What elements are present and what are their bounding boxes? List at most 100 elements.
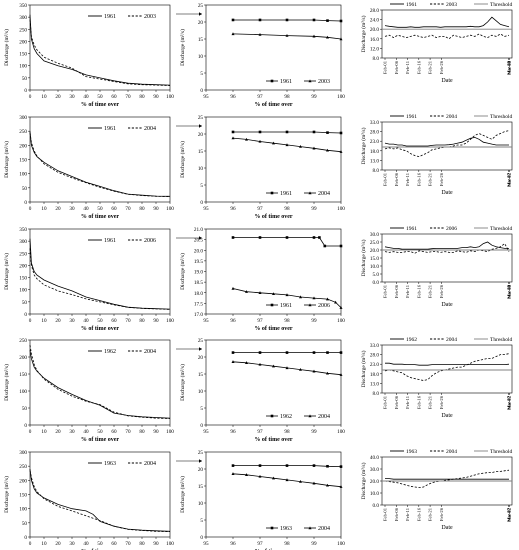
- data-point-triangle: [299, 144, 302, 148]
- y-tick-label: 200: [19, 39, 27, 45]
- legend-marker: [308, 191, 312, 195]
- data-point-square: [339, 131, 343, 135]
- date-tick-label: Mar-07: [507, 507, 512, 521]
- series-line-1963: [29, 468, 171, 532]
- y-axis-label: Discharge (m³/s): [3, 29, 10, 66]
- data-point-square: [285, 351, 289, 354]
- x-tick-label: 50: [97, 94, 103, 100]
- date-tick-label: Mar-17: [507, 172, 512, 186]
- y-tick-label: 10: [198, 389, 204, 395]
- x-axis-label: Date: [441, 525, 453, 531]
- y-tick-label: 250: [19, 338, 27, 344]
- y-tick-label: 250: [19, 129, 27, 135]
- data-point-triangle: [258, 139, 262, 143]
- x-tick-label: 96: [230, 318, 236, 324]
- legend-label: Threshold: [490, 2, 513, 8]
- plot-frame: [205, 339, 342, 426]
- y-tick-label: 25.0: [370, 240, 379, 246]
- y-tick-label: 20: [198, 355, 204, 361]
- x-axis-label: % of time over: [81, 102, 119, 108]
- data-point-square: [258, 130, 262, 134]
- legend-label: 2003: [446, 2, 457, 8]
- y-tick-label: 15.0: [370, 256, 379, 262]
- y-tick-label: 0: [24, 423, 27, 429]
- data-point-square: [285, 236, 289, 239]
- x-tick-label: 95: [203, 541, 209, 547]
- zoom-arrow-head: [199, 124, 202, 128]
- data-point-triangle: [258, 474, 262, 478]
- y-tick-label: 5: [200, 183, 203, 189]
- y-tick-label: 20: [198, 20, 204, 26]
- y-tick-label: 12.0: [370, 46, 379, 52]
- x-tick-label: 50: [97, 541, 103, 547]
- chart-panel-r1-c1: 0 50 100 150 200 250 300 350 Discharge (m³/s) 0 10…: [3, 3, 174, 108]
- y-tick-label: 20: [198, 467, 204, 473]
- y-tick-label: 10.0: [370, 264, 379, 270]
- data-point-triangle: [339, 485, 343, 488]
- data-point-triangle: [339, 373, 343, 376]
- series-line-1961: [384, 16, 510, 28]
- y-tick-label: 0.0: [373, 280, 380, 286]
- data-point-square: [312, 130, 316, 134]
- x-tick-label: 100: [166, 94, 174, 100]
- y-tick-label: 300: [19, 15, 27, 21]
- series-line-2006: [29, 248, 171, 310]
- data-point-square: [339, 244, 343, 248]
- data-point-square: [312, 351, 316, 354]
- y-axis-label: Discharge (m³/s): [360, 127, 367, 164]
- y-tick-label: 5.0: [373, 272, 380, 278]
- x-tick-label: 50: [97, 429, 103, 435]
- x-tick-label: 70: [125, 318, 131, 324]
- x-tick-label: 20: [55, 541, 61, 547]
- x-tick-label: 60: [111, 429, 117, 435]
- date-tick-label: Feb-11: [405, 284, 410, 298]
- chart-panel-r3-c1: 0 50 100 150 200 250 300 350 Discharge (m³/s) 0 10…: [3, 227, 174, 332]
- legend-label: 1961: [406, 226, 417, 232]
- date-tick-label: Feb-26: [439, 284, 444, 298]
- legend-marker: [270, 303, 274, 307]
- x-tick-label: 100: [337, 206, 345, 212]
- date-tick-label: Feb-06: [394, 284, 399, 298]
- legend-label: Threshold: [490, 114, 513, 120]
- x-axis-label: Date: [441, 413, 453, 419]
- date-tick-label: Feb-26: [439, 60, 444, 74]
- x-tick-label: 70: [125, 541, 131, 547]
- legend-label: 2003: [318, 79, 330, 85]
- y-tick-label: 10: [198, 166, 204, 172]
- y-tick-label: 50: [22, 76, 28, 82]
- x-axis-label: Date: [441, 78, 453, 84]
- y-tick-label: 250: [19, 27, 27, 33]
- y-tick-label: 15: [198, 149, 204, 155]
- chart-panel-r4-c1: 0 50 100 150 200 250 Discharge (m³/s) 0 10 20 30 40…: [3, 338, 174, 443]
- y-tick-label: 20.0: [370, 27, 379, 33]
- data-point-triangle: [285, 366, 289, 370]
- y-tick-label: 33.0: [370, 120, 379, 126]
- series-line-1961: [384, 136, 509, 147]
- y-tick-label: 200: [19, 478, 27, 484]
- y-tick-label: 25: [198, 115, 204, 121]
- data-point-square: [258, 18, 262, 22]
- y-tick-label: 28.0: [370, 130, 379, 136]
- legend-label: 1961: [280, 303, 292, 309]
- x-tick-label: 30: [69, 94, 75, 100]
- x-axis-label: % of time over: [254, 214, 292, 220]
- date-tick-label: Feb-26: [439, 395, 444, 409]
- data-point-triangle: [339, 150, 343, 153]
- y-tick-label: 150: [19, 158, 27, 164]
- legend-marker: [308, 303, 312, 307]
- date-tick-label: Feb-06: [394, 507, 399, 521]
- y-tick-label: 8.0: [373, 168, 380, 174]
- date-tick-label: Feb-16: [416, 395, 421, 409]
- legend-label: 2004: [446, 449, 457, 455]
- date-tick-label: Feb-16: [416, 172, 421, 186]
- x-tick-label: 10: [41, 94, 47, 100]
- chart-panel-r2-c2: 0 5 10 15 20 25 Discharge (m³/s) 95 96 97 98 99 100%…: [179, 115, 345, 220]
- x-tick-label: 20: [55, 429, 61, 435]
- data-point-triangle: [326, 35, 329, 39]
- data-point-triangle: [326, 148, 329, 152]
- date-tick-label: Mar-08: [507, 60, 512, 74]
- x-axis-label: % of time over: [254, 102, 292, 108]
- y-tick-label: 250: [19, 464, 27, 470]
